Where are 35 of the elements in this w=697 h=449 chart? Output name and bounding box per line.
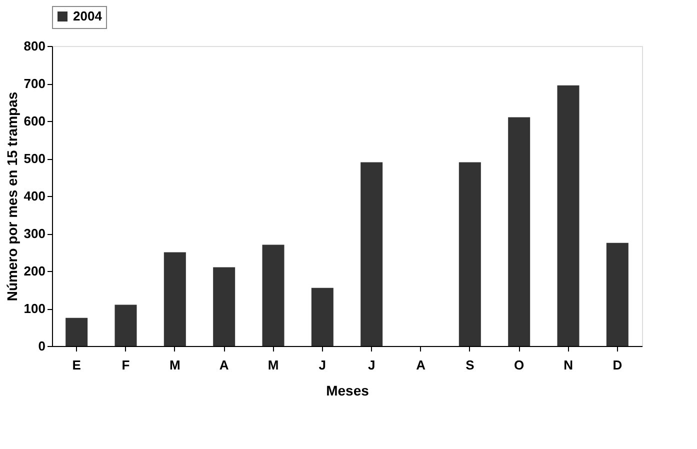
x-tick-label: N	[564, 358, 573, 372]
bar	[458, 162, 481, 346]
bar	[606, 242, 628, 346]
legend-label: 2004	[73, 8, 103, 24]
bar	[114, 304, 137, 346]
bar	[557, 85, 580, 346]
bar	[164, 252, 186, 346]
x-tick-label: J	[368, 358, 376, 372]
y-tick-label: 800	[24, 38, 46, 54]
y-tick-label: 200	[24, 264, 46, 278]
x-tick-label: D	[612, 358, 622, 372]
y-tick-label: 600	[24, 114, 46, 128]
x-tick-label: A	[219, 358, 230, 372]
y-tick-label: 700	[24, 76, 46, 91]
x-tick-label: F	[122, 358, 130, 372]
x-axis-title: Meses	[326, 382, 370, 398]
y-tick-label: 0	[38, 338, 46, 354]
y-tick-label: 400	[24, 188, 46, 204]
bar	[213, 267, 236, 346]
bar	[262, 244, 284, 346]
y-axis-title: Número por mes en 15 trampas	[4, 92, 20, 302]
bar	[508, 117, 530, 346]
y-tick-label: 500	[24, 151, 46, 166]
bar	[311, 288, 334, 346]
x-tick-label: M	[169, 358, 180, 372]
x-tick-label: M	[268, 358, 279, 372]
bar	[360, 162, 383, 346]
y-tick-label: 300	[24, 226, 46, 241]
x-tick-label: J	[318, 358, 326, 372]
x-tick-label: O	[514, 358, 524, 372]
x-tick-label: E	[72, 358, 82, 372]
x-tick-label: A	[416, 358, 426, 372]
bar	[66, 318, 88, 346]
y-tick-label: 100	[24, 301, 46, 316]
x-tick-label: S	[466, 358, 475, 372]
